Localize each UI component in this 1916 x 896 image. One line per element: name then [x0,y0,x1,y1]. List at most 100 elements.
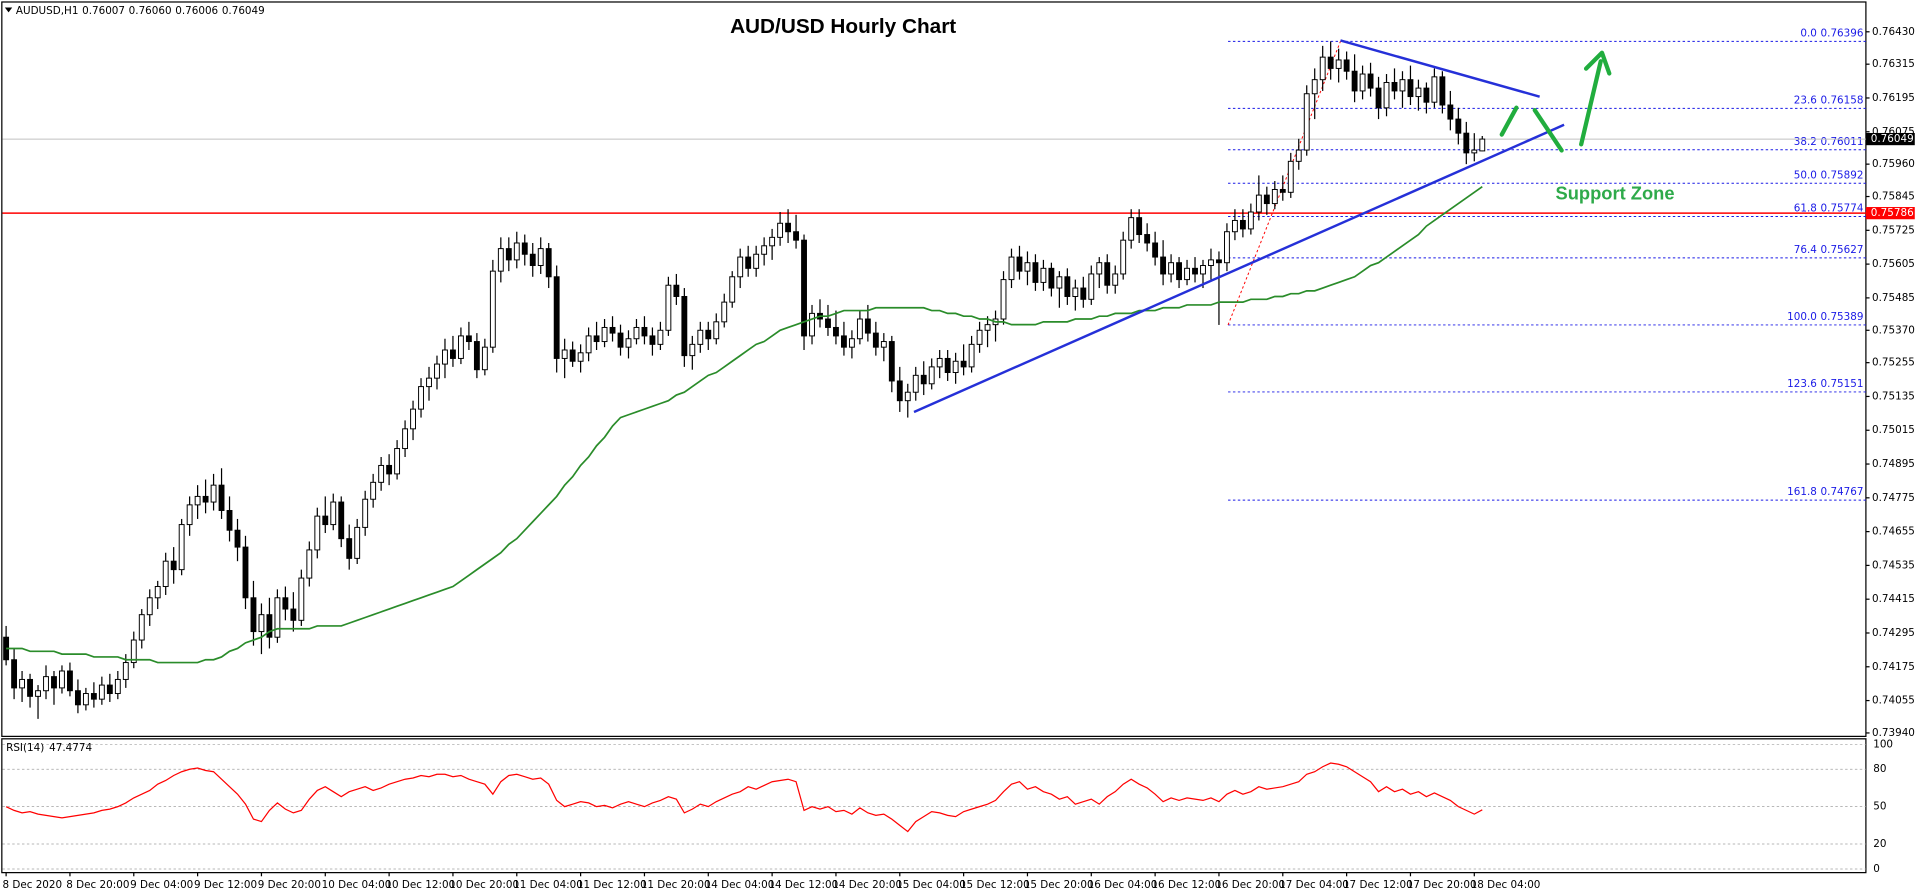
fib-ratio: 76.4 [1794,244,1817,256]
fib-price: 0.75389 [1821,311,1864,323]
fib-price: 0.76011 [1821,136,1864,148]
candle-body [82,693,89,706]
y-tick-label: 0.75485 [1872,292,1915,304]
rsi-pane-frame [1,738,1867,874]
candle-body [1112,273,1119,286]
rsi-tick-label: 0 [1873,863,1880,875]
candle-body [35,690,41,697]
candle-body [840,335,847,348]
candle-body [19,678,26,689]
fib-ratio: 123.6 [1787,378,1817,390]
candle-body [1415,87,1422,98]
candle-body [402,428,409,450]
candle-body [1479,138,1486,152]
x-tick-label: 10 Dec 04:00 [322,879,392,891]
y-tick-label: 0.74655 [1872,526,1915,538]
x-tick-label: 11 Dec 04:00 [513,879,583,891]
x-tick-label: 14 Dec 20:00 [832,879,902,891]
candle-body [681,296,688,357]
candle-body [282,597,289,610]
candle-body [43,676,49,692]
y-tick-label: 0.74535 [1872,559,1915,571]
fib-ratio: 100.0 [1787,311,1817,323]
candle-body [825,318,831,328]
rsi-value: 47.4774 [49,742,92,754]
candle-body [960,360,967,368]
candle-body [1239,219,1246,230]
rsi-line [5,762,1483,833]
candle-body [218,484,225,511]
candle-body [1471,149,1478,154]
drawings-layer: Support Zone AUD/USD Hourly Chart [4,7,1675,414]
candle-body [162,560,169,588]
candle-body [210,484,217,503]
candle-body [434,363,440,379]
resistance-trendline [1340,39,1540,98]
candle-body [226,510,233,531]
candle-body [346,538,353,559]
candle-body [322,515,329,526]
candle-body [1144,234,1151,244]
x-tick-label: 14 Dec 04:00 [705,879,775,891]
candle-body [1391,81,1398,92]
candle-body [888,341,895,382]
candle-body [51,676,57,689]
candle-body [1263,194,1270,205]
candle-body [59,670,65,689]
candle-body [665,284,672,331]
candle-body [250,597,257,633]
y-tick-label: 0.74055 [1872,695,1915,707]
candle-body [641,326,648,337]
candle-body [545,248,552,278]
projection-arrow-long [1579,59,1603,147]
candle-body [593,335,600,343]
candle-body [1040,267,1047,283]
support-trendline [913,123,1565,414]
candle-body [1255,194,1262,213]
fib-level-label: 38.2 0.76011 [1794,136,1864,148]
candle-body [1375,87,1382,109]
fib-price: 0.75892 [1821,169,1864,181]
candle-body [1399,79,1406,92]
candle-body [378,464,385,483]
fib-ratio: 50.0 [1794,169,1817,181]
y-tick-label: 0.75135 [1872,390,1915,402]
candle-body [801,239,807,337]
candle-body [1096,262,1103,275]
candle-body [1000,279,1007,320]
candle-body [649,335,656,345]
x-tick-label: 8 Dec 20:00 [66,879,129,891]
symbol-header: AUDUSD,H1 0.76007 0.76060 0.76006 0.76049 [16,5,265,17]
candle-body [290,608,297,621]
candle-body [585,335,592,354]
candle-body [450,349,456,359]
candle-body [1303,93,1310,151]
candle-body [1295,149,1302,162]
candle-body [737,256,744,278]
candle-body [1032,262,1039,283]
candle-body [1463,132,1470,154]
y-tick-label: 0.75255 [1872,357,1915,369]
candle-body [386,464,393,475]
candle-body [1319,56,1326,81]
candle-body [394,448,401,475]
y-tick-label: 0.75605 [1872,258,1915,270]
candle-body [473,341,480,371]
projection-arrow-up [1499,105,1519,137]
x-tick-label: 11 Dec 12:00 [577,879,647,891]
fib-level-label: 23.6 0.76158 [1794,95,1864,107]
symbol-name: AUDUSD,H1 [16,5,79,17]
fib-level-label: 100.0 0.75389 [1787,311,1863,323]
candle-body [577,352,584,362]
candle-body [1287,160,1294,193]
candle-body [1072,287,1079,297]
y-tick-label: 0.74295 [1872,627,1915,639]
x-tick-label: 17 Dec 12:00 [1343,879,1413,891]
candle-body [793,231,799,241]
candle-body [489,270,496,348]
candle-body [1088,273,1095,300]
candle-body [896,380,903,402]
candle-body [266,614,273,638]
rsi-header: RSI(14) 47.4774 [6,742,92,754]
